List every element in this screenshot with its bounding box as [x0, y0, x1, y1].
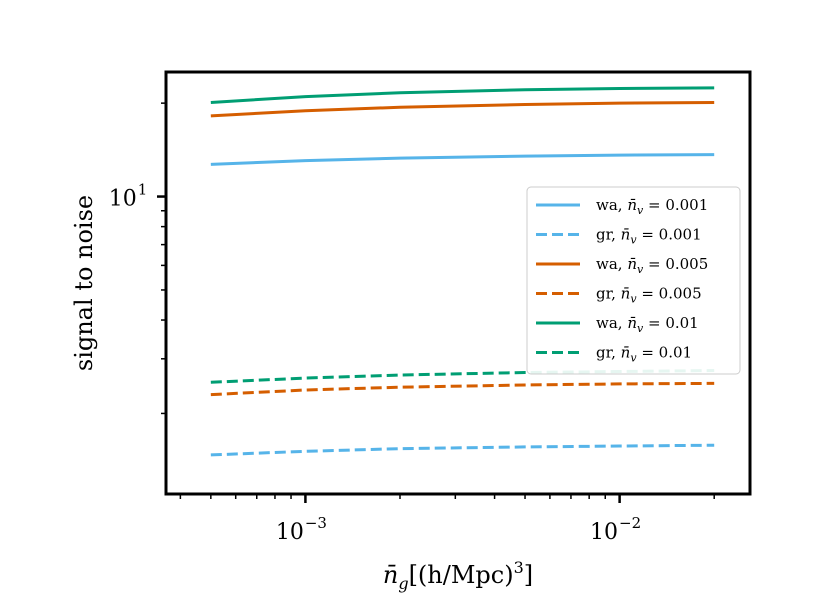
series-line-1 [210, 153, 715, 166]
x-axis-label-sup: 3 [514, 558, 524, 577]
legend-label: gr, n̄v = 0.001 [596, 226, 702, 247]
x-axis-label-main: n̄ [383, 561, 398, 589]
legend-item-2: gr, n̄v = 0.001 [536, 226, 702, 247]
x-axis-label-end: ] [524, 561, 533, 589]
x-axis-label-sub: g [398, 574, 408, 593]
legend-label: wa, n̄v = 0.01 [596, 314, 699, 335]
x-axis-label: n̄g[(h/Mpc)3] [383, 558, 533, 593]
legend-label: wa, n̄v = 0.005 [596, 255, 708, 276]
legend-item-6: gr, n̄v = 0.01 [536, 344, 692, 365]
legend-item-3: wa, n̄v = 0.005 [536, 255, 708, 276]
legend-label: wa, n̄v = 0.001 [596, 196, 708, 217]
legend-label: gr, n̄v = 0.01 [596, 344, 692, 365]
legend-item-1: wa, n̄v = 0.001 [536, 196, 708, 217]
x-axis-label-rest: [(h/Mpc) [409, 561, 514, 589]
legend-item-5: wa, n̄v = 0.01 [536, 314, 699, 335]
plot-frame [164, 70, 752, 496]
x-tick-label-2: 10−2 [590, 514, 641, 545]
x-tick-label-1: 10−3 [276, 514, 327, 545]
series-line-3 [210, 100, 715, 118]
series-line-2 [210, 443, 715, 457]
y-tick-label-1: 101 [109, 181, 148, 212]
y-axis-label: signal to noise [70, 195, 98, 371]
legend-box [526, 186, 741, 375]
legend: wa, n̄v = 0.001 gr, n̄v = 0.001 wa, n̄v = … [526, 186, 741, 375]
series-line-5 [210, 86, 715, 104]
series-line-4 [210, 381, 715, 397]
legend-label: gr, n̄v = 0.005 [596, 285, 702, 306]
ticks-layer: 10−3 10−2 101 [109, 102, 715, 545]
legend-item-4: gr, n̄v = 0.005 [536, 285, 702, 306]
